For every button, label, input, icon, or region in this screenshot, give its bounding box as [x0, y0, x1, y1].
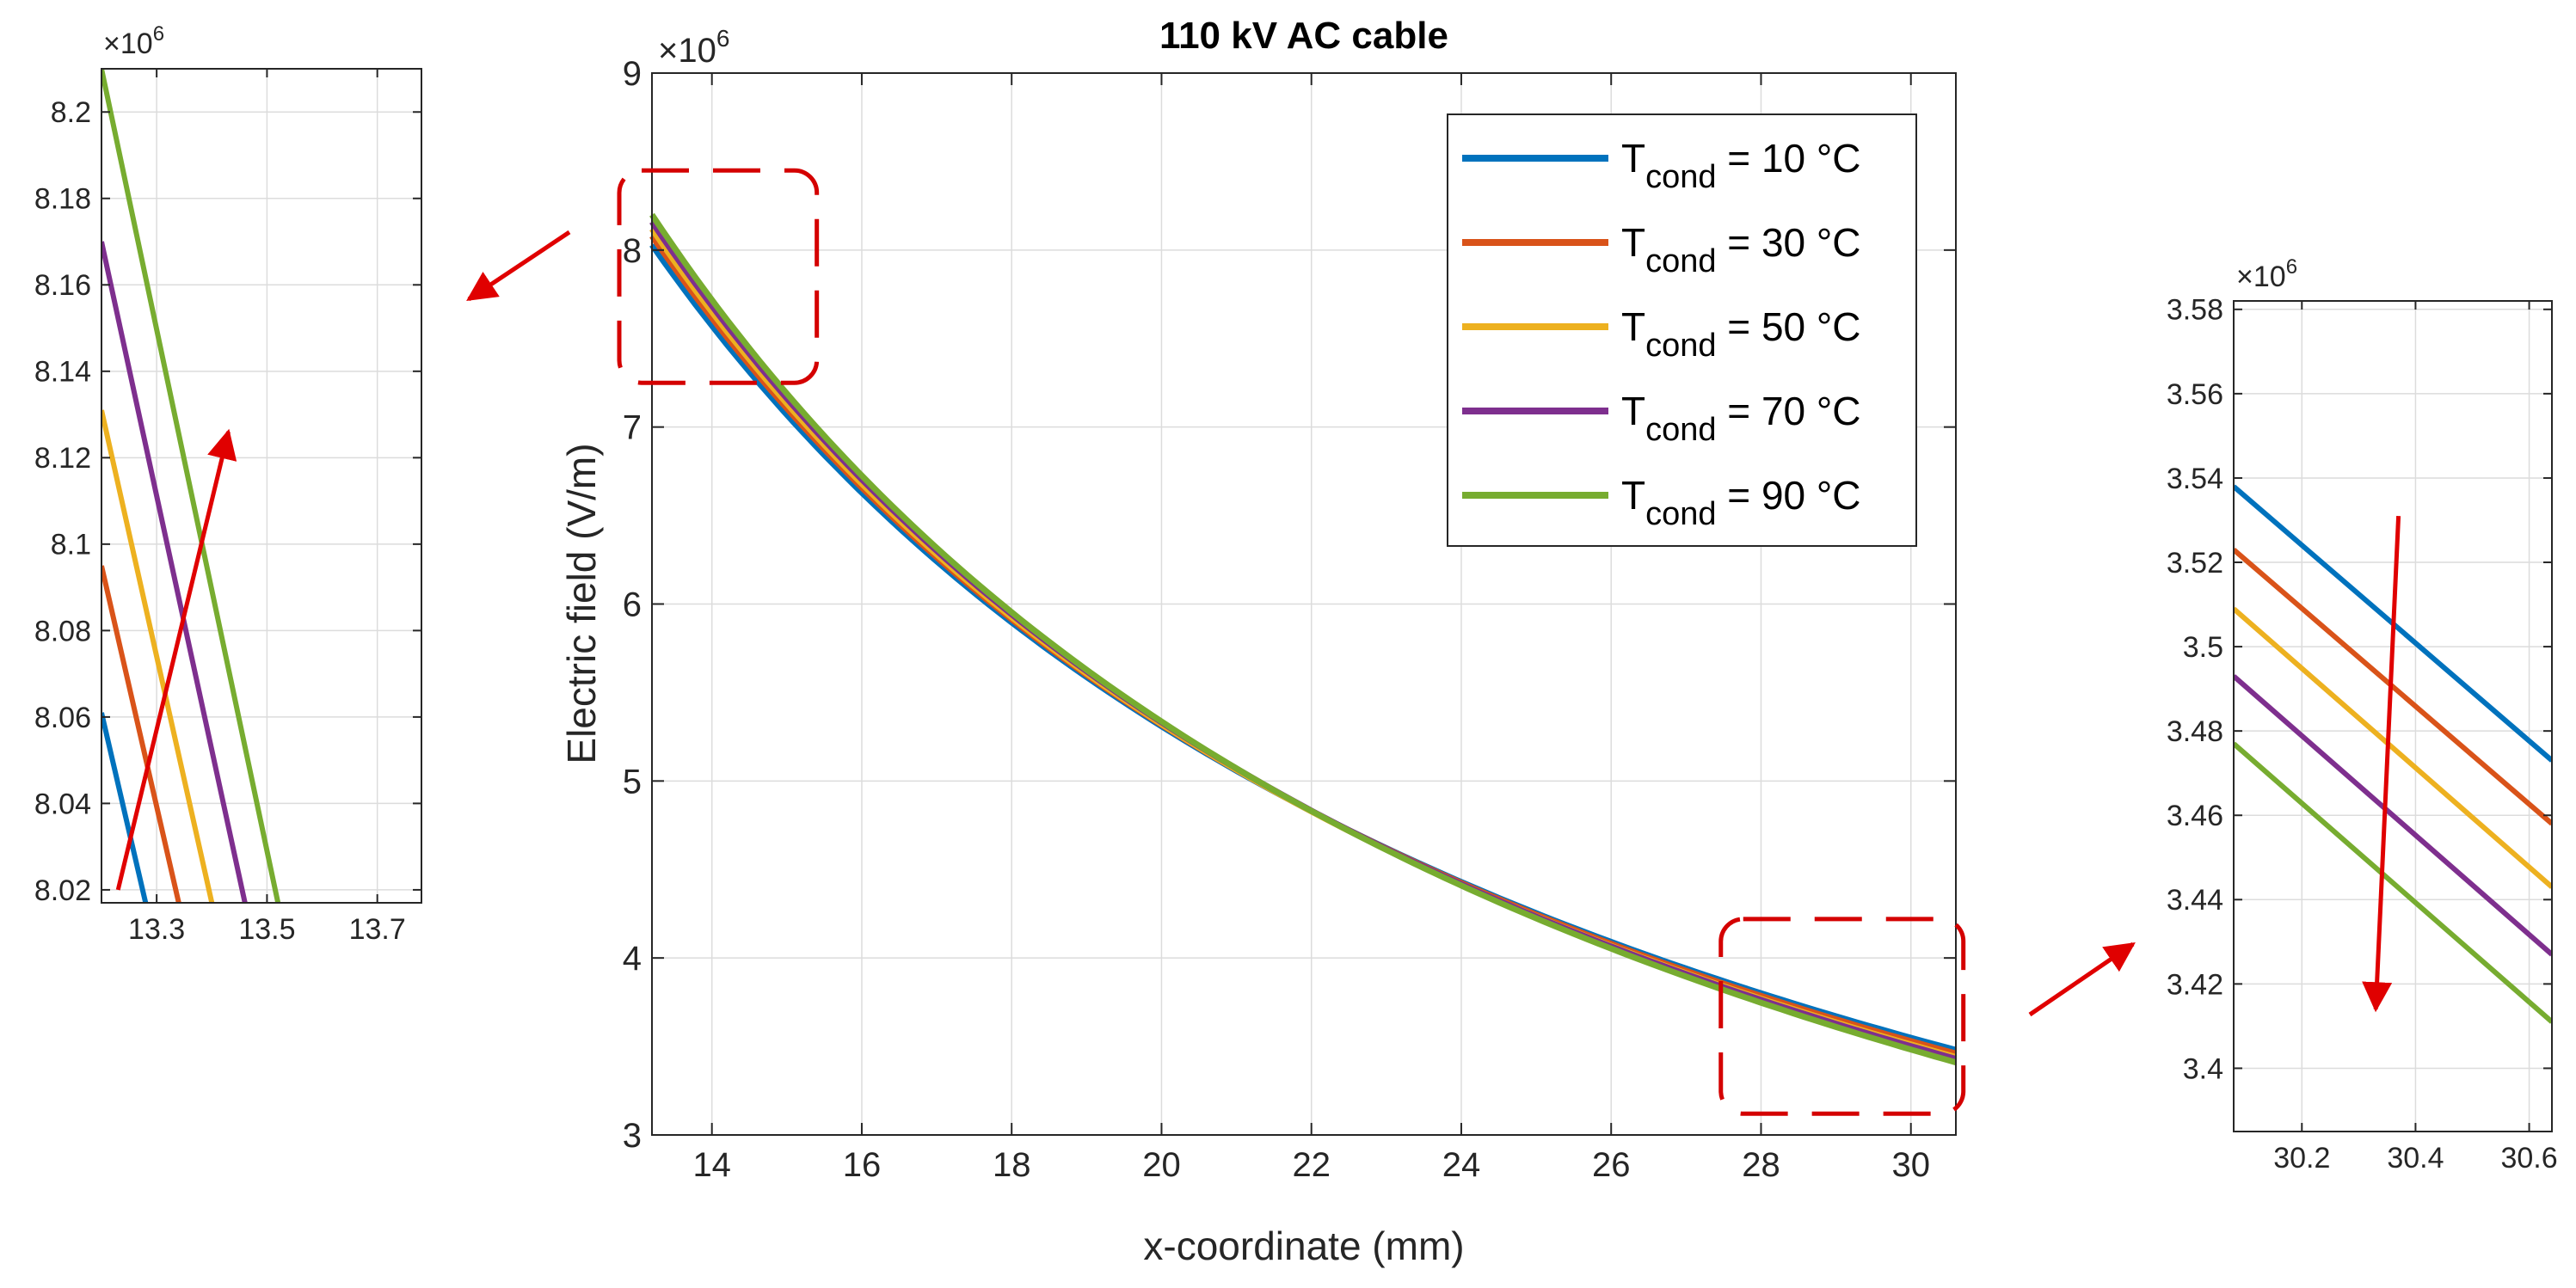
- zoom-right-axes-box: [2233, 300, 2553, 1132]
- main-x-tick-label: 30: [1891, 1146, 1930, 1184]
- legend-label-2: Tcond = 30 °C: [1621, 220, 1861, 279]
- pointer-arrow-right: [2028, 941, 2136, 1017]
- zoom-right-x-tick-label: 30.4: [2387, 1142, 2444, 1175]
- legend: Tcond = 10 °C Tcond = 30 °C Tcond = 50 °C T…: [1447, 113, 1917, 547]
- main-y-tick-label: 5: [623, 763, 642, 800]
- zoom-box-1: [617, 168, 820, 385]
- zoom-left-y-multiplier: ×106: [103, 22, 164, 60]
- main-y-tick-label: 7: [623, 409, 642, 447]
- zoom-boxes: [617, 168, 1966, 1116]
- zoom-left-y-tick-label: 8.06: [34, 702, 91, 734]
- main-y-tick-label: 8: [623, 232, 642, 270]
- zoom-left-x-tick-label: 13.5: [238, 913, 295, 946]
- main-y-tick-label: 9: [623, 55, 642, 93]
- zoom-left-grid: [101, 69, 421, 903]
- zoom-left-y-tick-label: 8.12: [34, 442, 91, 475]
- zoom-left-y-tick-label: 8.18: [34, 183, 91, 216]
- zoom-right-y-tick-label: 3.5: [2183, 631, 2223, 664]
- zoom-right-y-tick-label: 3.44: [2167, 884, 2223, 917]
- main-x-tick-label: 28: [1742, 1146, 1780, 1184]
- main-x-tick-label: 14: [692, 1146, 731, 1184]
- zoom-left-y-tick-label: 8.2: [51, 96, 91, 129]
- pointer-arrow-left: [466, 230, 571, 302]
- main-y-tick-label: 4: [623, 940, 642, 978]
- main-series: [649, 212, 1955, 1065]
- zoom-left-x-tick-label: 13.7: [349, 913, 406, 946]
- main-y-tick-label: 6: [623, 586, 642, 624]
- zoom-right-y-tick-label: 3.42: [2167, 968, 2223, 1001]
- zoom-right-plot: 30.2 30.4 30.6 3.4 3.42 3.44 3.46 3.48 3.5 3.52 3.…: [2167, 255, 2558, 1175]
- zoom-left-axes-box: [101, 68, 422, 904]
- main-ylabel: Electric field (V/m): [559, 443, 604, 764]
- zoom-right-y-tick-label: 3.58: [2167, 294, 2223, 327]
- zoom-right-series-line-2: [2234, 548, 2552, 826]
- zoom-left-y-tick-label: 8.14: [34, 356, 91, 389]
- zoom-left-series-line-3: [101, 409, 215, 903]
- zoom-right-y-tick-label: 3.52: [2167, 547, 2223, 580]
- main-x-tick-label: 20: [1142, 1146, 1181, 1184]
- zoom-right-trend-arrow: [2362, 515, 2401, 1013]
- zoom-left-y-tick-label: 8.08: [34, 615, 91, 647]
- zoom-left-series-line-2: [101, 565, 181, 903]
- zoom-left-trend-arrow: [115, 428, 237, 891]
- zoom-left-series: [101, 69, 281, 903]
- zoom-pointer-arrows: [466, 230, 2136, 1017]
- main-x-tick-label: 18: [993, 1146, 1031, 1184]
- main-plot: 14 16 18 20 22 24 26 28 30 3 4 5 6 7 8 9 110 kV AC cabl…: [559, 15, 1966, 1268]
- zoom-right-series: [2234, 484, 2552, 1024]
- main-xlabel: x-coordinate (mm): [1143, 1224, 1464, 1268]
- zoom-right-x-tick-label: 30.6: [2500, 1142, 2557, 1175]
- legend-label-3: Tcond = 50 °C: [1621, 304, 1861, 364]
- zoom-left-series-line-1: [101, 712, 149, 903]
- zoom-right-grid: [2234, 301, 2552, 1132]
- zoom-left-y-tick-label: 8.1: [51, 529, 91, 561]
- zoom-right-y-tick-label: 3.46: [2167, 800, 2223, 832]
- legend-label-5: Tcond = 90 °C: [1621, 473, 1861, 532]
- zoom-left-trend-arrow-line: [115, 428, 237, 891]
- zoom-right-series-line-3: [2234, 606, 2552, 889]
- zoom-right-series-line-5: [2234, 741, 2552, 1024]
- zoom-box-2: [1718, 917, 1966, 1116]
- zoom-left-ticks: 13.3 13.5 13.7 8.02 8.04 8.06 8.08 8.1 8.12 8.14 8…: [34, 69, 421, 946]
- zoom-left-y-tick-label: 8.16: [34, 269, 91, 302]
- zoom-right-series-line-4: [2234, 674, 2552, 957]
- main-x-tick-label: 16: [843, 1146, 882, 1184]
- main-ticks: 14 16 18 20 22 24 26 28 30 3 4 5 6 7 8 9: [623, 55, 1956, 1184]
- zoom-right-ticks: 30.2 30.4 30.6 3.4 3.42 3.44 3.46 3.48 3.5 3.52 3.…: [2167, 294, 2558, 1175]
- zoom-left-y-tick-label: 8.04: [34, 788, 91, 820]
- legend-label-4: Tcond = 70 °C: [1621, 389, 1861, 448]
- zoom-right-y-tick-label: 3.54: [2167, 463, 2223, 495]
- main-x-tick-label: 22: [1292, 1146, 1331, 1184]
- main-y-multiplier: ×106: [658, 25, 729, 70]
- main-y-tick-label: 3: [623, 1117, 642, 1155]
- zoom-right-x-tick-label: 30.2: [2273, 1142, 2330, 1175]
- main-x-tick-label: 24: [1442, 1146, 1481, 1184]
- zoom-left-series-line-5: [101, 69, 281, 903]
- zoom-left-series-line-4: [101, 241, 248, 903]
- zoom-left-x-tick-label: 13.3: [128, 913, 185, 946]
- zoom-right-y-tick-label: 3.4: [2183, 1052, 2223, 1085]
- zoom-right-y-tick-label: 3.48: [2167, 715, 2223, 748]
- main-x-tick-label: 26: [1592, 1146, 1631, 1184]
- main-title: 110 kV AC cable: [1159, 15, 1448, 57]
- zoom-left-plot: 13.3 13.5 13.7 8.02 8.04 8.06 8.08 8.1 8.12 8.14 8…: [34, 22, 422, 946]
- zoom-left-y-tick-label: 8.02: [34, 874, 91, 907]
- zoom-right-trend-arrow-line: [2362, 515, 2401, 1013]
- zoom-right-y-multiplier: ×106: [2236, 255, 2297, 293]
- legend-label-1: Tcond = 10 °C: [1621, 136, 1861, 195]
- main-series-line-5: [649, 212, 1955, 1065]
- zoom-right-y-tick-label: 3.56: [2167, 378, 2223, 411]
